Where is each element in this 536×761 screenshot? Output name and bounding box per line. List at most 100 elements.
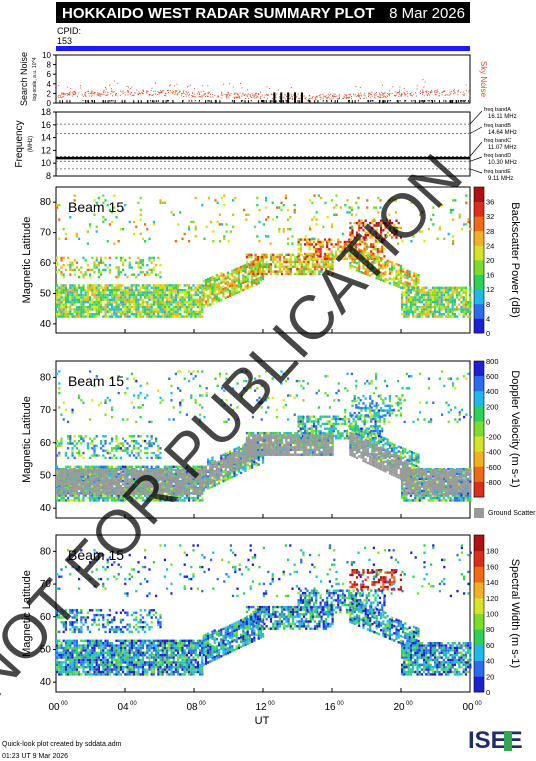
noise-point bbox=[127, 91, 129, 93]
heatmap-cell bbox=[69, 268, 72, 272]
heatmap-cell bbox=[69, 301, 72, 304]
noise-point bbox=[238, 97, 240, 98]
noise-point bbox=[58, 85, 60, 87]
noise-point bbox=[155, 90, 157, 92]
heatmap-cell bbox=[425, 291, 428, 294]
heatmap-cell bbox=[366, 264, 369, 267]
heatmap-cell bbox=[170, 286, 173, 289]
heatmap-cell bbox=[172, 305, 175, 309]
heatmap-cell bbox=[177, 465, 180, 468]
heatmap-cell bbox=[201, 308, 204, 311]
heatmap-cell bbox=[469, 286, 472, 289]
heatmap-cell bbox=[397, 268, 400, 272]
noise-point bbox=[258, 93, 259, 95]
heatmap-cell bbox=[218, 462, 221, 466]
heatmap-cell bbox=[97, 268, 100, 272]
heatmap-cell bbox=[119, 315, 122, 318]
heatmap-cell bbox=[211, 482, 214, 486]
heatmap-cell bbox=[447, 308, 450, 311]
heatmap-cell bbox=[104, 291, 107, 294]
heatmap-cell bbox=[265, 218, 268, 221]
heatmap-cell bbox=[122, 228, 125, 231]
heatmap-cell bbox=[251, 459, 254, 462]
heatmap-cell bbox=[405, 289, 408, 292]
heatmap-cells bbox=[56, 370, 472, 502]
noise-point bbox=[374, 95, 376, 97]
heatmap-cell bbox=[449, 301, 452, 304]
heatmap-cell bbox=[67, 291, 70, 294]
heatmap-cell bbox=[119, 293, 122, 297]
heatmap-cell bbox=[307, 268, 310, 271]
noise-baseline-point bbox=[85, 100, 87, 102]
heatmap-cell bbox=[199, 296, 202, 299]
heatmap-cell bbox=[348, 211, 351, 214]
heatmap-cell bbox=[262, 223, 265, 226]
heatmap-cell bbox=[310, 252, 313, 256]
heatmap-cell bbox=[155, 263, 158, 267]
noise-point bbox=[148, 95, 150, 97]
heatmap-cell bbox=[409, 301, 412, 304]
heatmap-cell bbox=[155, 489, 158, 492]
heatmap-cell bbox=[161, 298, 164, 301]
heatmap-cell bbox=[226, 478, 229, 481]
heatmap-cell bbox=[133, 273, 136, 276]
heatmap-cell bbox=[62, 256, 65, 260]
heatmap-cell bbox=[308, 248, 311, 251]
heatmap-cell bbox=[102, 499, 105, 502]
heatmap-cell bbox=[282, 230, 285, 233]
heatmap-cell bbox=[233, 470, 236, 473]
heatmap-cell bbox=[242, 465, 245, 469]
heatmap-cell bbox=[326, 248, 329, 251]
noise-point bbox=[379, 96, 381, 98]
heatmap-cell bbox=[331, 225, 334, 228]
heatmap-cell bbox=[229, 285, 232, 288]
noise-point bbox=[416, 88, 418, 90]
heatmap-cell bbox=[225, 223, 228, 226]
heatmap-cell bbox=[289, 258, 292, 261]
heatmap-cell bbox=[194, 286, 197, 289]
noise-point bbox=[127, 91, 129, 92]
heatmap-cell bbox=[150, 291, 153, 294]
heatmap-cell bbox=[280, 263, 284, 266]
noise-point bbox=[427, 93, 429, 95]
heatmap-cell bbox=[417, 281, 420, 284]
heatmap-cell bbox=[377, 224, 380, 227]
heatmap-cell bbox=[117, 444, 120, 448]
heatmap-cell bbox=[287, 272, 290, 276]
heatmap-cell bbox=[64, 499, 67, 502]
heatmap-cell bbox=[280, 272, 284, 276]
heatmap-cell bbox=[122, 477, 125, 480]
noise-point bbox=[271, 97, 273, 99]
heatmap-cell bbox=[364, 251, 367, 254]
heatmap-cell bbox=[190, 492, 193, 495]
heatmap-cell bbox=[240, 287, 243, 290]
heatmap-cell bbox=[420, 310, 423, 313]
heatmap-cell bbox=[220, 272, 223, 275]
heatmap-cell bbox=[397, 242, 400, 245]
heatmap-cell bbox=[315, 223, 318, 226]
heatmap-cell bbox=[316, 260, 319, 264]
heatmap-cell bbox=[382, 274, 385, 278]
heatmap-cell bbox=[224, 296, 227, 299]
heatmap-cell bbox=[67, 293, 70, 297]
heatmap-cell bbox=[401, 301, 404, 304]
heatmap-cell bbox=[95, 284, 98, 287]
heatmap-cell bbox=[323, 252, 327, 256]
heatmap-cell bbox=[75, 293, 78, 297]
heatmap-cell bbox=[351, 246, 354, 249]
heatmap-cell bbox=[56, 494, 59, 497]
heatmap-cell bbox=[377, 221, 380, 225]
colorbar-tick-label: 28 bbox=[486, 227, 494, 236]
heatmap-cell bbox=[78, 454, 81, 457]
heatmap-cell bbox=[177, 301, 180, 304]
heatmap-cell bbox=[122, 442, 125, 445]
heatmap-cell bbox=[244, 285, 247, 288]
heatmap-cell bbox=[235, 272, 238, 275]
heatmap-cell bbox=[274, 272, 277, 276]
heatmap-cell bbox=[67, 435, 70, 438]
heatmap-cell bbox=[341, 250, 344, 253]
heatmap-cell bbox=[122, 293, 125, 297]
heatmap-cell bbox=[254, 225, 257, 228]
heatmap-cell bbox=[130, 496, 133, 500]
heatmap-cell bbox=[213, 294, 216, 297]
